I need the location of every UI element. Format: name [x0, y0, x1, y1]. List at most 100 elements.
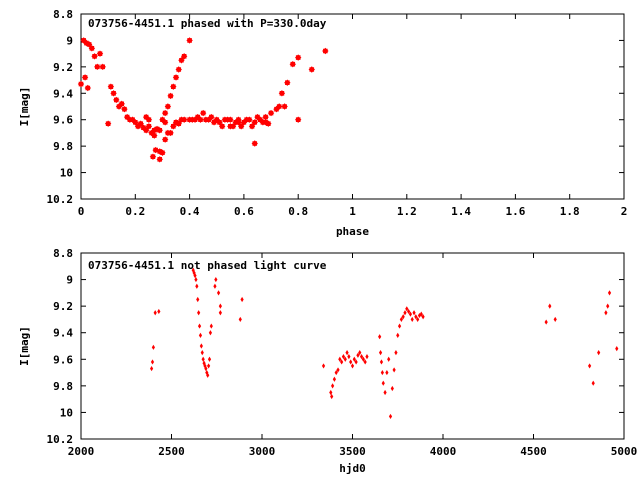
data-point [214, 276, 218, 283]
y-tick-label: 9 [66, 34, 73, 47]
chart-title: 073756-4451.1 not phased light curve [88, 259, 327, 272]
data-point [208, 330, 213, 336]
data-point [167, 92, 174, 100]
data-point [267, 109, 275, 117]
data-point [227, 116, 234, 123]
data-point [161, 119, 169, 126]
data-point [237, 123, 245, 130]
data-point [167, 129, 174, 137]
data-point [213, 283, 217, 289]
data-point [199, 343, 203, 349]
data-point [203, 363, 207, 369]
x-tick-label: 2500 [158, 445, 185, 458]
data-point [399, 316, 403, 323]
data-point [235, 119, 242, 126]
data-point [295, 116, 302, 123]
data-point [417, 312, 422, 319]
y-tick-label: 10.2 [47, 433, 74, 446]
data-point [157, 308, 161, 315]
data-point [379, 359, 384, 365]
x-tick-label: 1.4 [451, 205, 471, 218]
data-point [85, 41, 93, 48]
data-point [201, 356, 205, 362]
data-point [110, 90, 117, 97]
data-point [308, 66, 315, 73]
data-point [193, 272, 197, 279]
data-point [388, 413, 393, 420]
data-point [275, 103, 283, 110]
data-point [229, 123, 237, 130]
x-tick-label: 2000 [68, 445, 95, 458]
data-point [156, 127, 163, 134]
x-tick-label: 3500 [339, 445, 366, 458]
y-tick-label: 10 [60, 406, 73, 419]
data-point [178, 57, 185, 64]
data-point [91, 53, 98, 60]
data-point [349, 359, 353, 365]
data-point [356, 352, 360, 358]
data-point [341, 354, 346, 360]
data-point [345, 350, 349, 356]
data-point [195, 283, 199, 289]
x-tick-label: 4500 [520, 445, 547, 458]
data-point [121, 105, 128, 113]
data-point [330, 383, 335, 389]
data-point [170, 123, 177, 130]
plot-frame [80, 252, 625, 440]
x-tick-label: 1 [349, 205, 356, 218]
x-tick-label: 0.8 [288, 205, 308, 218]
data-point [359, 354, 364, 360]
data-point [358, 350, 362, 356]
y-tick-label: 10 [60, 167, 73, 180]
data-point [396, 332, 400, 338]
data-point [412, 310, 416, 316]
data-point [113, 96, 120, 104]
y-tick-label: 9.4 [53, 327, 73, 340]
x-tick-label: 0.2 [125, 205, 145, 218]
y-tick-label: 9.8 [53, 140, 73, 153]
data-point [118, 100, 125, 108]
data-point [553, 316, 557, 323]
data-series [77, 37, 329, 163]
data-point [161, 136, 169, 143]
data-point [604, 310, 608, 316]
data-point [161, 109, 169, 117]
x-tick-label: 1.8 [560, 205, 580, 218]
data-point [207, 356, 212, 362]
data-point [209, 323, 213, 329]
y-tick-label: 9.6 [53, 114, 73, 127]
x-tick-label: 4000 [430, 445, 457, 458]
data-point [151, 132, 158, 139]
data-point [405, 306, 409, 312]
data-point [378, 334, 382, 340]
data-point [403, 310, 407, 316]
data-point [363, 359, 367, 365]
data-point [588, 363, 592, 369]
data-point [150, 359, 155, 365]
data-point [380, 369, 384, 376]
data-point [407, 308, 411, 315]
data-point [99, 63, 106, 71]
y-tick-label: 9.8 [53, 380, 73, 393]
data-point [421, 314, 425, 320]
data-point [378, 350, 383, 356]
data-point [548, 303, 552, 309]
data-point [175, 120, 182, 127]
unphased-light-curve-plot: 2000 2500 3000 3500 4000 4500 5000 8.8 9 9.2 9.4 9.… [18, 247, 637, 475]
data-point [137, 120, 144, 127]
data-point [194, 276, 198, 283]
data-point [321, 363, 326, 369]
data-point [198, 332, 203, 338]
data-point [419, 311, 423, 317]
data-point [208, 113, 215, 121]
data-point [175, 66, 182, 73]
data-point [385, 369, 389, 376]
x-tick-label: 5000 [611, 445, 638, 458]
data-point [350, 363, 355, 369]
data-point [322, 47, 329, 55]
data-point [149, 365, 154, 372]
y-axis-label: I[mag] [18, 326, 31, 366]
data-point [248, 123, 256, 130]
data-point [408, 311, 413, 317]
